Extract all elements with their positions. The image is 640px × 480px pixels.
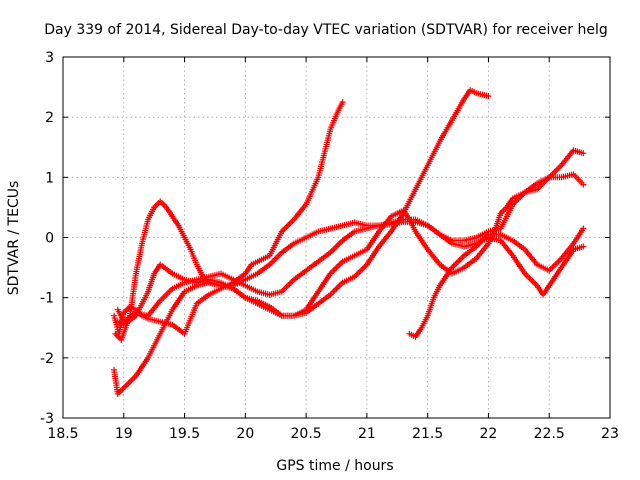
data-points: [111, 87, 587, 397]
x-tick-label: 21.5: [412, 426, 443, 442]
series-prn-d: [111, 87, 492, 397]
plot-frame: [62, 56, 611, 419]
point-markers: [406, 225, 587, 340]
x-tick-label: 19: [115, 426, 133, 442]
point-markers: [111, 87, 492, 397]
y-tick-label: 3: [45, 50, 54, 66]
series-prn-e: [114, 216, 587, 325]
x-axis-label: GPS time / hours: [276, 458, 393, 474]
x-tick-label: 22: [480, 426, 498, 442]
y-tick-label: -2: [40, 351, 54, 367]
y-tick-label: 1: [45, 170, 54, 186]
x-tick-label: 18.5: [47, 426, 78, 442]
y-axis-label: SDTVAR / TECUs: [6, 181, 22, 296]
series-prn-f: [406, 225, 587, 340]
y-tick-label: -3: [40, 411, 54, 427]
x-tick-label: 22.5: [534, 426, 565, 442]
x-tick-label: 20.5: [291, 426, 322, 442]
x-tick-label: 21: [358, 426, 376, 442]
x-tick-label: 20: [236, 426, 254, 442]
point-markers: [114, 216, 587, 325]
x-tick-label: 23: [601, 426, 619, 442]
y-tick-label: 0: [45, 231, 54, 247]
y-tick-label: -1: [40, 291, 54, 307]
y-tick-label: 2: [45, 110, 54, 126]
x-tick-label: 19.5: [169, 426, 200, 442]
chart-title: Day 339 of 2014, Sidereal Day-to-day VTE…: [44, 22, 607, 38]
